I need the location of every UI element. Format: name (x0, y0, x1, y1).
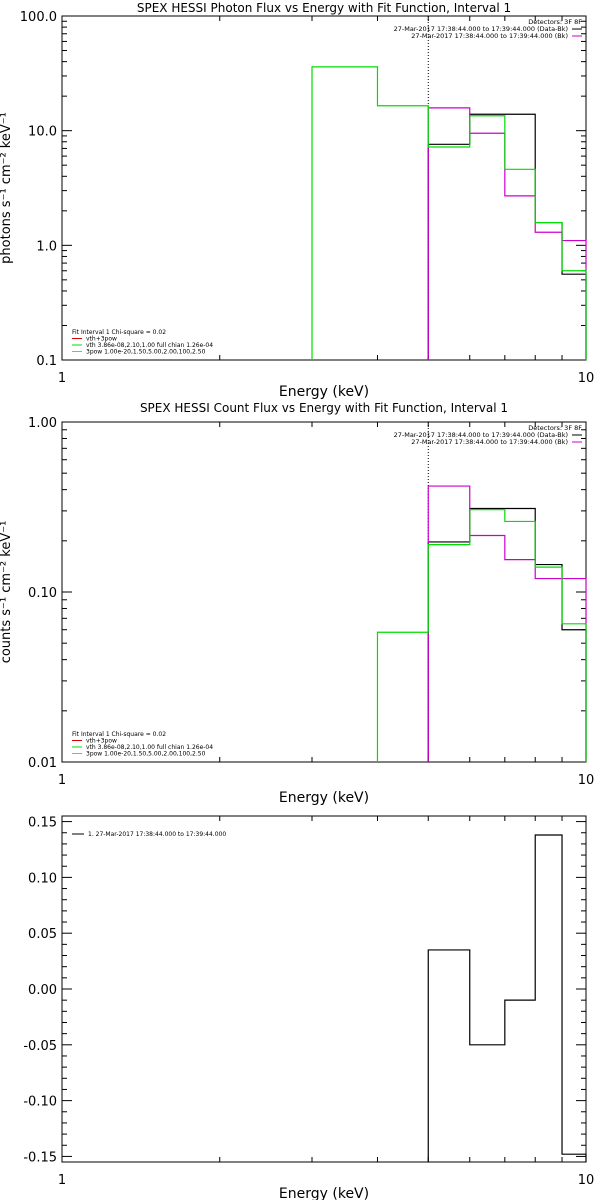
x-tick-label: 1 (58, 773, 66, 788)
series-magenta-line (427, 107, 587, 360)
x-axis-label: Energy (keV) (279, 1186, 369, 1200)
chart-title: SPEX HESSI Photon Flux vs Energy with Fi… (137, 1, 511, 15)
series-black-line (427, 507, 587, 762)
x-tick-label: 10 (578, 371, 595, 386)
plot-area (61, 15, 587, 361)
y-axis-label: counts s⁻¹ cm⁻² keV⁻¹ (0, 521, 14, 664)
y-tick-label: 0.10 (28, 871, 57, 886)
y-axis-label: photons s⁻¹ cm⁻² keV⁻¹ (0, 112, 14, 264)
legend-entry: 27-Mar-2017 17:38:44.000 to 17:39:44.000… (394, 25, 568, 33)
x-axis-label: Energy (keV) (279, 790, 369, 806)
x-axis-label: Energy (keV) (279, 384, 369, 400)
y-tick-label: 0.1 (36, 354, 57, 369)
legend-entry: 3pow 1.00e-20,1.50,5.00,2.00,100,2.50 (86, 751, 206, 758)
plot-area (61, 421, 587, 763)
y-tick-label: 1.0 (36, 239, 57, 254)
chart-panel-3: 1 10 0.15 0.10 0.05 0.00 -0.05 -0.10 -0.15 Energy… (23, 815, 595, 1200)
y-tick-label: 0.15 (28, 816, 57, 831)
series-black-line (427, 113, 587, 360)
legend-entry: 27-Mar-2017 17:38:44.000 to 17:39:44.000… (394, 431, 568, 439)
y-tick-label: -0.10 (23, 1095, 57, 1110)
legend-entry: Fit Interval 1 Chi-square = 0.02 (72, 329, 166, 336)
series-green-line (376, 509, 587, 762)
plot-area (61, 815, 587, 1163)
legend-entry: vth+3pow (86, 336, 117, 343)
x-tick-label: 1 (58, 1173, 66, 1188)
chart-panel-1: SPEX HESSI Photon Flux vs Energy with Fi… (0, 1, 594, 400)
legend-entry: 1. 27-Mar-2017 17:38:44.000 to 17:39:44.… (88, 831, 226, 838)
y-tick-label: 10.0 (28, 125, 57, 140)
x-tick-label: 10 (578, 1173, 595, 1188)
y-tick-label: 0.05 (28, 927, 57, 942)
chart-panel-2: SPEX HESSI Count Flux vs Energy with Fit… (0, 401, 594, 806)
y-tick-label: 1.00 (28, 416, 57, 431)
x-tick-label: 1 (58, 371, 66, 386)
legend-entry: vth 3.86e-08,2.10,1.00 full chian 1.26e-… (86, 342, 213, 349)
y-tick-label: 0.10 (28, 586, 57, 601)
x-tick-label: 10 (578, 773, 595, 788)
legend-entry: 3pow 1.00e-20,1.50,5.00,2.00,100,2.50 (86, 349, 206, 356)
series-green-line (311, 66, 587, 360)
series-black-line (427, 834, 587, 1162)
y-tick-label: -0.05 (23, 1039, 57, 1054)
chart-title: SPEX HESSI Count Flux vs Energy with Fit… (140, 401, 508, 415)
legend-entry: Detectors: 3F 8F (528, 424, 582, 432)
series-magenta-line (427, 485, 587, 762)
y-tick-label: 0.00 (28, 983, 57, 998)
legend-entry: Fit Interval 1 Chi-square = 0.02 (72, 731, 166, 738)
legend-entry: Detectors: 3F 8F (528, 18, 582, 26)
legend-entry: vth+3pow (86, 738, 117, 745)
y-tick-label: 100.0 (20, 10, 57, 25)
legend-entry: vth 3.86e-08,2.10,1.00 full chian 1.26e-… (86, 744, 213, 751)
y-tick-label: 0.01 (28, 756, 57, 771)
legend-entry: 27-Mar-2017 17:38:44.000 to 17:39:44.000… (411, 32, 568, 40)
legend-entry: 27-Mar-2017 17:38:44.000 to 17:39:44.000… (411, 438, 568, 446)
y-tick-label: -0.15 (23, 1150, 57, 1165)
